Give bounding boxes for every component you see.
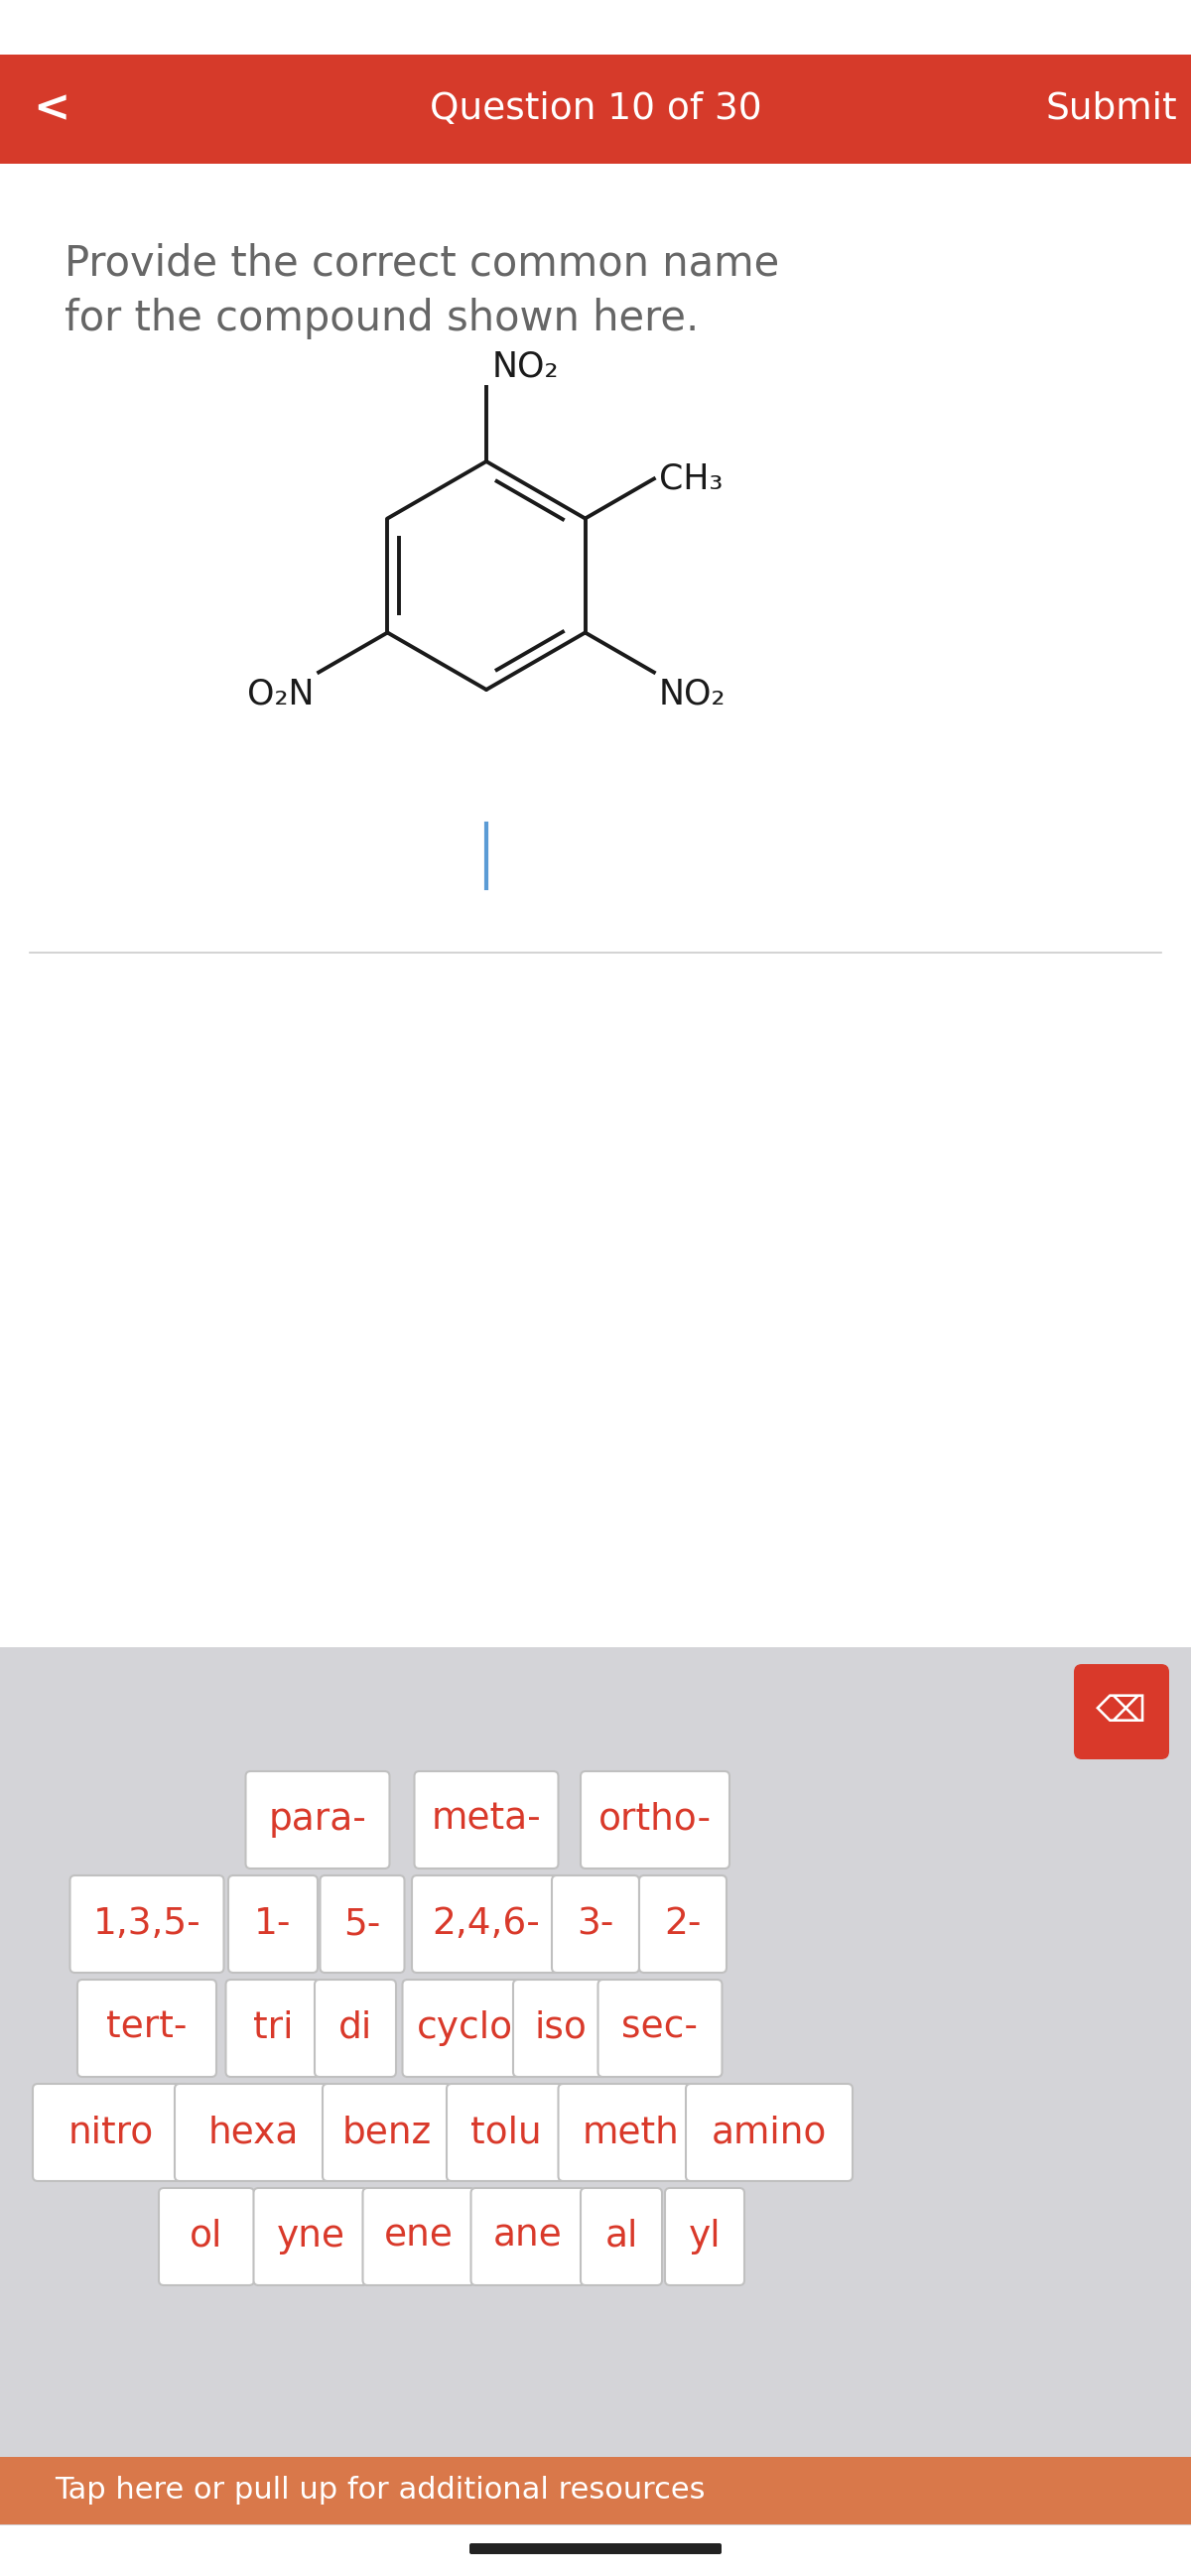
Text: NO₂: NO₂: [492, 350, 560, 384]
Text: 3-: 3-: [576, 1906, 615, 1942]
FancyBboxPatch shape: [226, 1978, 320, 2076]
Text: 5-: 5-: [344, 1906, 381, 1942]
FancyBboxPatch shape: [254, 2187, 368, 2285]
Text: Provide the correct common name: Provide the correct common name: [64, 242, 779, 286]
Text: 1,3,5-: 1,3,5-: [93, 1906, 201, 1942]
FancyBboxPatch shape: [447, 2084, 566, 2182]
Text: CH₃: CH₃: [659, 461, 723, 495]
FancyBboxPatch shape: [158, 2187, 254, 2285]
FancyBboxPatch shape: [77, 1978, 217, 2076]
Text: <: <: [33, 88, 70, 131]
Text: yne: yne: [276, 2218, 345, 2254]
FancyBboxPatch shape: [323, 2084, 451, 2182]
Text: iso: iso: [535, 2009, 587, 2045]
FancyBboxPatch shape: [581, 2187, 662, 2285]
Bar: [0, 54, 1191, 165]
Text: sec-: sec-: [622, 2009, 698, 2045]
Text: cyclo: cyclo: [417, 2009, 512, 2045]
Text: ane: ane: [493, 2218, 562, 2254]
FancyBboxPatch shape: [581, 1772, 729, 1868]
FancyBboxPatch shape: [229, 1875, 318, 1973]
Text: para-: para-: [268, 1803, 367, 1837]
Text: di: di: [338, 2009, 373, 2045]
Text: 2-: 2-: [665, 1906, 701, 1942]
FancyBboxPatch shape: [513, 1978, 609, 2076]
FancyBboxPatch shape: [320, 1875, 405, 1973]
Text: ol: ol: [189, 2218, 223, 2254]
Text: yl: yl: [688, 2218, 721, 2254]
Text: Question 10 of 30: Question 10 of 30: [430, 90, 761, 126]
Text: hexa: hexa: [207, 2115, 299, 2151]
FancyBboxPatch shape: [469, 2543, 722, 2555]
FancyBboxPatch shape: [245, 1772, 389, 1868]
Text: amino: amino: [711, 2115, 827, 2151]
FancyBboxPatch shape: [403, 1978, 526, 2076]
Text: for the compound shown here.: for the compound shown here.: [64, 299, 699, 340]
FancyBboxPatch shape: [414, 1772, 559, 1868]
Text: O₂N: O₂N: [247, 677, 313, 711]
Text: ortho-: ortho-: [598, 1803, 712, 1837]
Text: benz: benz: [342, 2115, 432, 2151]
FancyBboxPatch shape: [33, 2084, 189, 2182]
FancyBboxPatch shape: [598, 1978, 722, 2076]
Text: ene: ene: [385, 2218, 454, 2254]
Text: ⌫: ⌫: [1096, 1695, 1147, 1728]
Text: nitro: nitro: [68, 2115, 154, 2151]
Text: meth: meth: [581, 2115, 679, 2151]
Bar: [0, 1646, 1191, 2524]
FancyBboxPatch shape: [70, 1875, 224, 1973]
FancyBboxPatch shape: [640, 1875, 727, 1973]
FancyBboxPatch shape: [665, 2187, 744, 2285]
FancyBboxPatch shape: [559, 2084, 703, 2182]
Text: NO₂: NO₂: [659, 677, 725, 711]
Text: tri: tri: [252, 2009, 293, 2045]
Text: Tap here or pull up for additional resources: Tap here or pull up for additional resou…: [55, 2476, 705, 2504]
Text: tolu: tolu: [470, 2115, 542, 2151]
Text: 1-: 1-: [255, 1906, 292, 1942]
Text: Submit: Submit: [1046, 90, 1178, 126]
FancyBboxPatch shape: [470, 2187, 585, 2285]
FancyBboxPatch shape: [175, 2084, 331, 2182]
Text: meta-: meta-: [431, 1803, 541, 1837]
FancyBboxPatch shape: [1074, 1664, 1170, 1759]
Text: tert-: tert-: [106, 2009, 187, 2045]
Bar: [0, 2458, 1191, 2524]
FancyBboxPatch shape: [412, 1875, 561, 1973]
FancyBboxPatch shape: [314, 1978, 395, 2076]
Text: al: al: [605, 2218, 638, 2254]
FancyBboxPatch shape: [686, 2084, 853, 2182]
Text: 2,4,6-: 2,4,6-: [432, 1906, 541, 1942]
FancyBboxPatch shape: [363, 2187, 475, 2285]
FancyBboxPatch shape: [551, 1875, 640, 1973]
